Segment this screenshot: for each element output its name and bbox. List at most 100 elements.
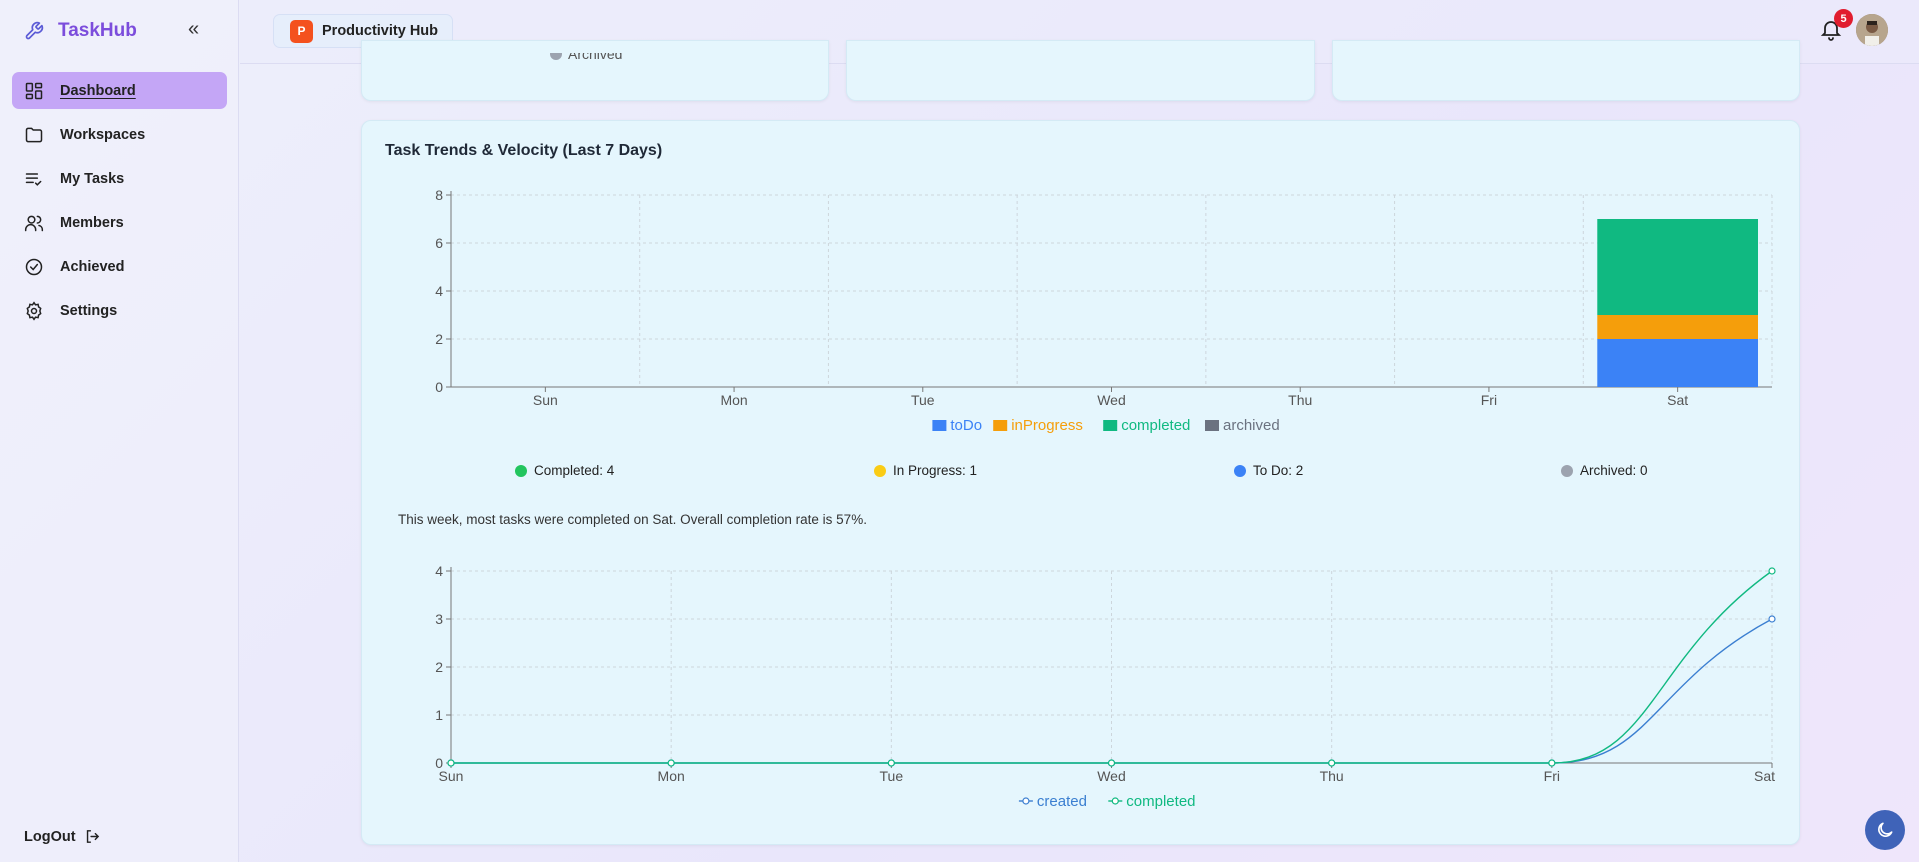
stat-dot: [874, 464, 886, 477]
bar-segment-toDo: [1597, 339, 1758, 387]
theme-toggle-button[interactable]: [1865, 810, 1905, 850]
legend-marker: [1111, 797, 1119, 805]
collapse-sidebar-button[interactable]: «: [188, 18, 199, 40]
gear-icon: [26, 300, 42, 321]
x-tick-label: Mon: [720, 392, 747, 408]
x-tick-label: Wed: [1097, 392, 1126, 408]
sidebar: TaskHub « Dashboard Workspaces My Tasks …: [0, 0, 239, 862]
legend-swatch: [932, 420, 947, 431]
stat-dot: [515, 464, 527, 477]
insight-text: This week, most tasks were completed on …: [398, 512, 867, 527]
x-tick-label: Sat: [1667, 392, 1688, 408]
summary-card: [846, 40, 1315, 101]
legend-label: toDo: [950, 417, 982, 434]
x-tick-label: Sat: [1754, 768, 1775, 784]
task-list-icon: [25, 172, 42, 186]
brand[interactable]: TaskHub: [24, 18, 137, 44]
x-tick-label: Tue: [880, 768, 904, 784]
sidebar-item-achieved[interactable]: Achieved: [12, 248, 227, 285]
legend-marker: [1022, 797, 1030, 805]
data-point-completed: [667, 759, 675, 767]
data-point-completed: [1328, 759, 1336, 767]
stat-label: To Do: 2: [1253, 463, 1304, 478]
moon-icon: [1878, 822, 1893, 837]
summary-card: [361, 40, 829, 101]
sidebar-item-dashboard[interactable]: Dashboard: [12, 72, 227, 109]
sidebar-item-workspaces[interactable]: Workspaces: [12, 116, 227, 153]
notification-count-badge: 5: [1834, 9, 1853, 28]
card-title: Task Trends & Velocity (Last 7 Days): [385, 142, 663, 159]
logout-button[interactable]: LogOut: [24, 828, 101, 845]
double-chevron-left-icon: «: [188, 18, 200, 40]
trend-charts: 0 2 4 6 8 Sun Mon Tue Wed Thu Fri Sat toDo inProgress…: [435, 187, 1776, 810]
bell-icon[interactable]: [1819, 17, 1843, 41]
y-tick-label: 2: [435, 659, 443, 675]
y-tick-label: 3: [435, 611, 443, 627]
users-icon: [24, 215, 44, 231]
sidebar-item-label: Dashboard: [60, 82, 136, 99]
x-tick-label: Sun: [439, 768, 464, 784]
user-avatar[interactable]: [1856, 14, 1888, 46]
legend-label: inProgress: [1011, 417, 1083, 434]
legend-swatch: [1103, 420, 1118, 431]
x-tick-label: Thu: [1320, 768, 1344, 784]
sidebar-nav: Dashboard Workspaces My Tasks Members Ac…: [12, 72, 227, 336]
stat-dot: [1234, 464, 1246, 477]
x-tick-label: Mon: [658, 768, 685, 784]
y-tick-label: 2: [435, 331, 443, 347]
x-tick-label: Tue: [911, 392, 935, 408]
stat-label: In Progress: 1: [893, 463, 978, 478]
sidebar-item-label: My Tasks: [60, 170, 125, 187]
data-point-completed: [1768, 567, 1776, 575]
archived-dot: [550, 53, 562, 60]
sidebar-item-label: Members: [60, 214, 124, 231]
sidebar-item-settings[interactable]: Settings: [12, 292, 227, 329]
avatar-image: [1856, 14, 1888, 46]
stat-dot: [1561, 464, 1573, 477]
stat-archived: Archived: 0: [1561, 463, 1648, 478]
stat-label: Archived: 0: [1580, 463, 1648, 478]
summary-card: [1332, 40, 1800, 101]
data-point-created: [1768, 615, 1776, 623]
archived-legend-peek: Archived: [550, 46, 623, 62]
sidebar-item-label: Settings: [60, 302, 118, 319]
x-tick-label: Fri: [1481, 392, 1497, 408]
stat-in-progress: In Progress: 1: [874, 463, 977, 478]
y-tick-label: 8: [435, 187, 443, 203]
logout-label: LogOut: [24, 828, 76, 845]
legend-swatch: [1205, 420, 1219, 431]
bar-segment-completed: [1597, 219, 1758, 315]
y-tick-label: 4: [435, 283, 443, 299]
x-tick-label: Sun: [533, 392, 558, 408]
wrench-icon: [25, 21, 44, 40]
legend-swatch: [993, 420, 1008, 431]
archived-label: Archived: [568, 46, 623, 62]
check-circle-icon: [25, 258, 43, 275]
data-point-completed: [887, 759, 895, 767]
sidebar-item-label: Workspaces: [60, 126, 146, 143]
sidebar-item-members[interactable]: Members: [12, 204, 227, 241]
y-tick-label: 4: [435, 563, 443, 579]
legend-label: completed: [1126, 793, 1195, 810]
workspace-name: Productivity Hub: [322, 23, 439, 39]
sidebar-item-label: Achieved: [60, 258, 125, 275]
workspace-avatar: P: [290, 19, 313, 43]
data-point-completed: [1107, 759, 1116, 767]
y-tick-label: 0: [435, 379, 443, 395]
legend-label: created: [1037, 793, 1087, 810]
x-tick-label: Fri: [1544, 768, 1560, 784]
x-tick-label: Thu: [1288, 392, 1312, 408]
brand-name: TaskHub: [58, 20, 137, 41]
stat-completed: Completed: 4: [515, 463, 614, 478]
sidebar-item-my-tasks[interactable]: My Tasks: [12, 160, 227, 197]
y-tick-label: 1: [435, 707, 443, 723]
task-trends-card: Task Trends & Velocity (Last 7 Days) 0 2 4…: [361, 120, 1800, 845]
bar-segment-inProgress: [1597, 315, 1758, 339]
folder-icon: [25, 127, 43, 142]
stat-label: Completed: 4: [534, 463, 615, 478]
legend-label: completed: [1121, 417, 1190, 434]
logout-icon: [86, 830, 99, 843]
dashboard-icon: [25, 82, 43, 99]
stat-to-do: To Do: 2: [1234, 463, 1303, 478]
y-tick-label: 0: [435, 755, 443, 771]
